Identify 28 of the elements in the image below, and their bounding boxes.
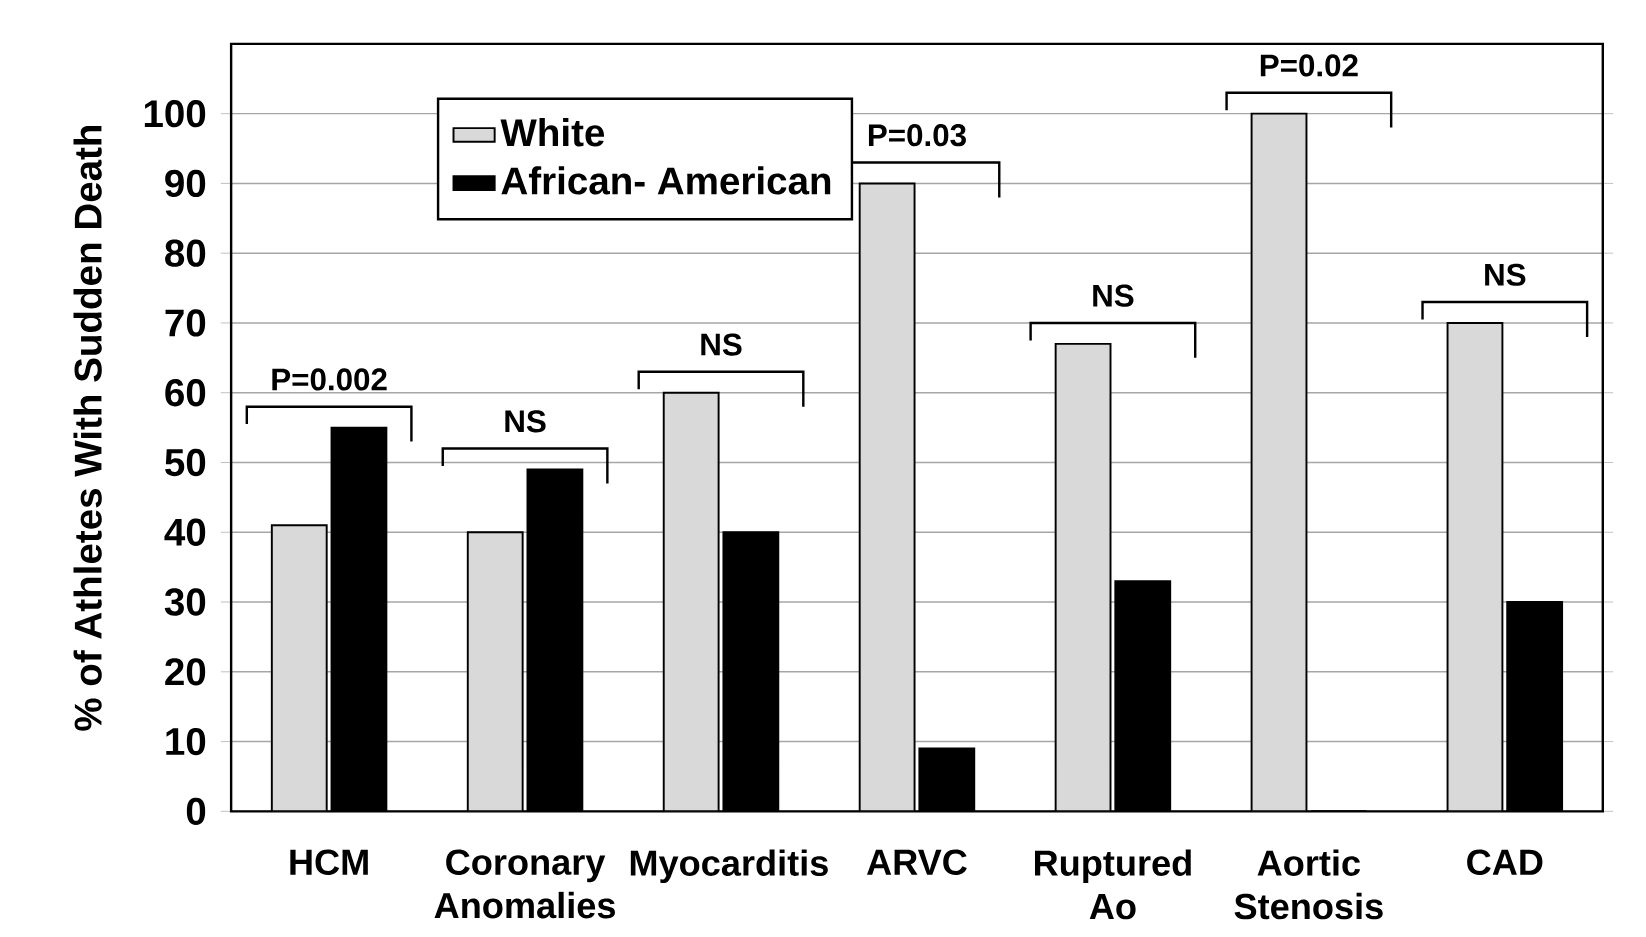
- y-tick-label: 40: [164, 518, 206, 546]
- y-tick-label: 10: [166, 728, 206, 756]
- y-tick-label: 70: [165, 309, 206, 337]
- y-tick-label: 90: [165, 169, 206, 198]
- annotation: NS: [505, 410, 546, 433]
- y-tick-label: 50: [165, 448, 206, 477]
- x-tick-label: HCM: [290, 849, 368, 876]
- x-tick-label: Coronary Anomalies: [434, 849, 615, 919]
- legend-label: White: [500, 118, 605, 147]
- annotation: NS: [1485, 263, 1526, 286]
- y-tick-label: 100: [144, 100, 206, 128]
- legend-label: African- American: [501, 166, 831, 195]
- x-tick-label: Aortic Stenosis: [1234, 849, 1383, 920]
- x-tick-label: CAD: [1467, 849, 1543, 876]
- y-axis-title: % of Athletes With Sudden Death: [73, 126, 102, 731]
- y-tick-label: 30: [164, 588, 206, 616]
- annotation: NS: [701, 333, 742, 356]
- x-tick-label: ARVC: [866, 849, 967, 876]
- y-tick-label: 80: [165, 239, 206, 267]
- x-tick-label: Ruptured Ao: [1035, 849, 1191, 920]
- x-tick-label: Myocarditis: [630, 849, 828, 884]
- annotation: NS: [1093, 284, 1134, 307]
- y-tick-label: 0: [186, 797, 206, 826]
- annotation: P=0.02: [1260, 54, 1358, 77]
- y-tick-label: 20: [165, 658, 206, 686]
- annotation: P=0.03: [868, 124, 966, 147]
- annotation: P=0.002: [272, 368, 387, 391]
- y-tick-label: 60: [165, 379, 206, 407]
